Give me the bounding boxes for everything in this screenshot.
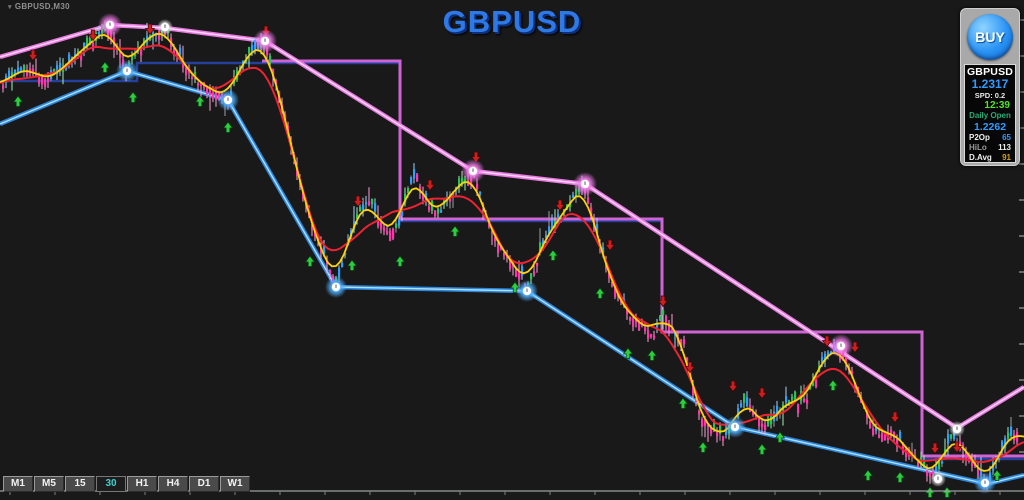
- signal-arrows-layer: [12, 23, 1003, 498]
- step-line: [262, 59, 1024, 458]
- stat-label: HiLo: [969, 143, 987, 152]
- swing-markers-layer: [98, 13, 996, 494]
- stat-value: 113: [998, 143, 1011, 152]
- stat-row: HiLo 113: [965, 143, 1015, 153]
- chart-menu-icon: ▾: [8, 3, 12, 11]
- chart-symbol-label: ▾ GBPUSD,M30: [8, 2, 70, 11]
- timeframe-button-d1[interactable]: D1: [189, 476, 219, 492]
- ma-yellow-line: [0, 32, 1024, 472]
- server-time: 12:39: [984, 100, 1010, 111]
- buy-button[interactable]: BUY: [967, 14, 1013, 60]
- trade-info-box: GBPUSD 1.2317 SPD: 0.2 12:39 Daily Open …: [964, 64, 1016, 163]
- timeframe-button-h4[interactable]: H4: [158, 476, 188, 492]
- panel-symbol: GBPUSD: [966, 66, 1014, 78]
- zigzag-low-line: [0, 68, 1024, 487]
- stat-label: D.Avg: [969, 153, 992, 162]
- trade-panel: BUY GBPUSD 1.2317 SPD: 0.2 12:39 Daily O…: [960, 8, 1020, 166]
- timeframe-button-30[interactable]: 30: [96, 476, 126, 492]
- chart-symbol-text: GBPUSD,M30: [14, 2, 70, 11]
- stats-rows: P2Op 65 HiLo 113 D.Avg 91: [965, 133, 1015, 163]
- spread-label: SPD: 0.2: [974, 91, 1006, 100]
- timeframe-button-15[interactable]: 15: [65, 476, 95, 492]
- zigzag-high-line: [0, 22, 1024, 431]
- stat-value: 65: [1002, 133, 1011, 142]
- stat-row: D.Avg 91: [965, 153, 1015, 163]
- daily-open-value: 1.2262: [973, 121, 1007, 133]
- daily-open-label: Daily Open: [969, 111, 1011, 120]
- timeframe-button-m5[interactable]: M5: [34, 476, 64, 492]
- stat-row: P2Op 65: [965, 133, 1015, 143]
- timeframe-button-m1[interactable]: M1: [3, 476, 33, 492]
- candles-layer: [2, 20, 1019, 492]
- bid-price: 1.2317: [971, 77, 1009, 91]
- stat-label: P2Op: [969, 133, 990, 142]
- stat-value: 91: [1002, 153, 1011, 162]
- timeframe-button-h1[interactable]: H1: [127, 476, 157, 492]
- timeframe-bar: M1 M5 15 30 H1 H4 D1 W1: [3, 476, 250, 492]
- price-axis-ticks: [1019, 19, 1024, 453]
- timeframe-button-w1[interactable]: W1: [220, 476, 250, 492]
- ma-red-line: [0, 44, 1024, 464]
